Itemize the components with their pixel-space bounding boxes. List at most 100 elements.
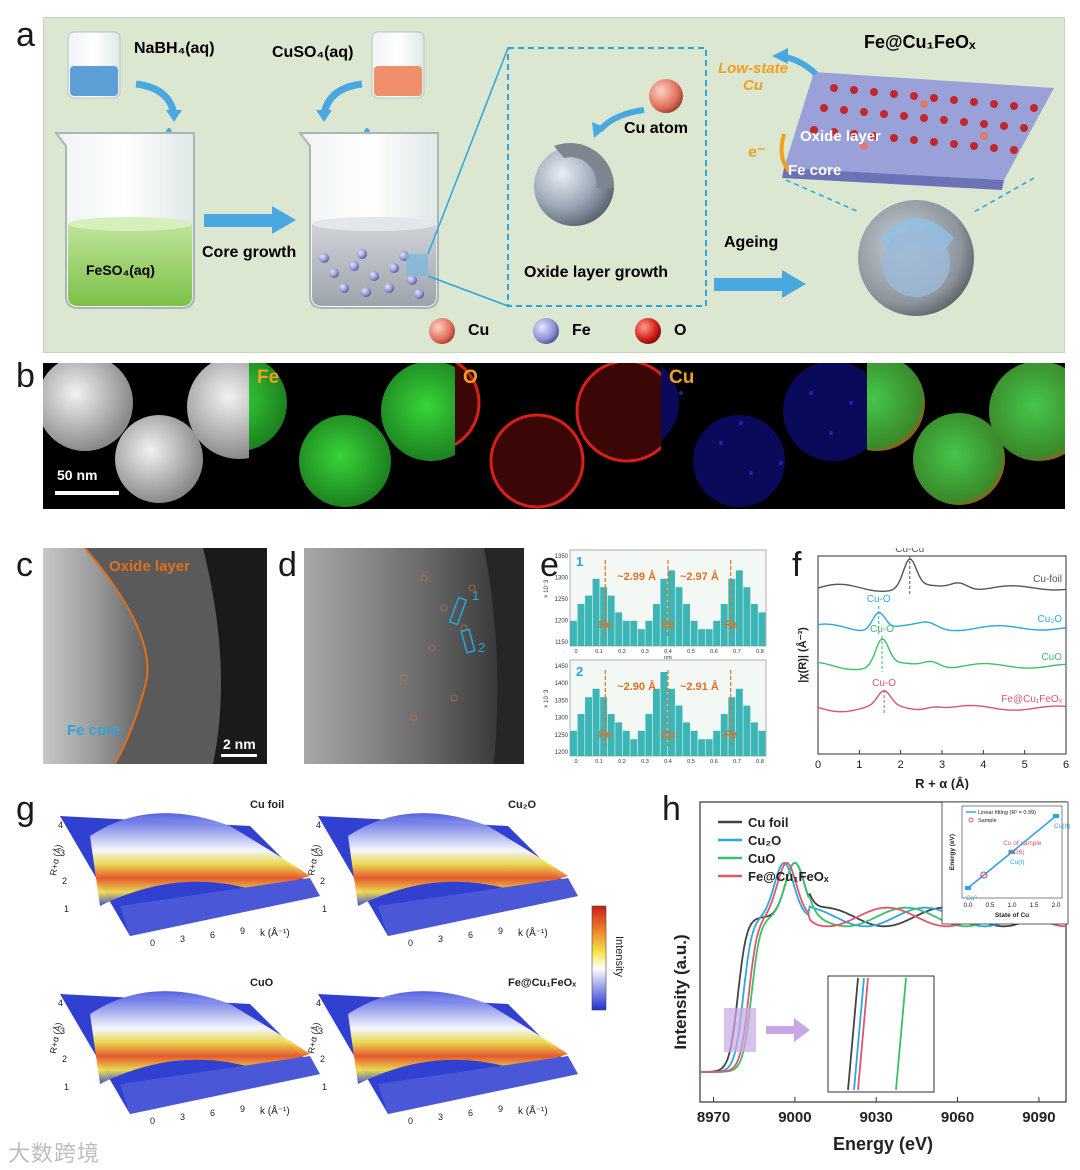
x-tick-label: 0 (815, 759, 821, 771)
series-label: Cu-foil (1033, 574, 1062, 585)
wavelet-x-tick: 3 (180, 934, 185, 944)
wavelet-x-tick: 9 (240, 926, 245, 936)
profile-bar (758, 730, 766, 756)
profile-bar (668, 688, 675, 756)
wavelet-x-tick: 3 (438, 1112, 443, 1122)
wavelet-x-tick: 9 (498, 926, 503, 936)
hrtem-image-d: 1 2 (304, 548, 524, 764)
profile-peak-label: Fe (599, 729, 612, 741)
panel-h-xanes: 8970 9000 9030 9060 9090 Energy (eV) Intensity… (662, 796, 1080, 1156)
x-tick-label: 5 (1022, 759, 1028, 771)
legend-label: Cu foil (748, 815, 788, 830)
profile-xtick: 0.6 (710, 649, 718, 655)
ft-exafs-chart: 0 1 2 3 4 5 6 R + α (Å) |χ(R)| (Å⁻³) Cu-Cu Cu-foil… (796, 548, 1069, 790)
profile-xtick: 0.2 (618, 759, 626, 764)
wavelet-x-tick: 6 (210, 1108, 215, 1118)
panel-e-line-profiles: 1350 1300 1250 1200 1150 × 10⁻3 1 ~2.99 Å ~2.97 … (540, 548, 772, 764)
wavelet-y-label: R+α (Å) (306, 844, 321, 877)
wavelet-x-label: k (Å⁻¹) (260, 926, 290, 939)
legend-cu-label: Cu (468, 322, 490, 339)
profile-bar (660, 578, 668, 646)
profile-xtick: 0.4 (664, 649, 672, 655)
profile-xtick: 0.7 (733, 649, 741, 655)
profile-distance-2: ~2.97 Å (680, 570, 719, 583)
series-label: Cu₂O (1038, 614, 1063, 625)
x-tick-label: 9060 (941, 1109, 974, 1126)
nabh4-label: NaBH₄(aq) (134, 40, 215, 57)
profile-bar (743, 705, 751, 756)
profile-bar (615, 612, 623, 646)
wavelet-y-label: R+α (Å) (48, 1022, 63, 1055)
profile-distance-1: ~2.99 Å (617, 570, 656, 583)
wavelet-surface-peak (348, 991, 568, 1084)
inset-x-tick: 1.5 (1029, 902, 1038, 909)
profile-bar (675, 705, 683, 756)
wavelet-plot-title: Fe@Cu₁FeOₓ (508, 977, 577, 989)
wavelet-y-tick: 3 (318, 848, 323, 858)
profile-bar (630, 620, 638, 646)
synthesis-illustration (53, 31, 1054, 344)
x-axis-label: R + α (Å) (915, 776, 969, 790)
profile-yunit: × 10⁻3 (544, 579, 550, 598)
profile-bar (577, 604, 585, 646)
wavelet-y-tick: 3 (60, 1026, 65, 1036)
peak-label: Cu-O (867, 594, 891, 605)
wavelet-surface-peak (348, 813, 568, 906)
profile-bar (705, 629, 713, 646)
profile-bar (698, 629, 706, 646)
profile-bar (622, 620, 630, 646)
wavelet-x-tick: 6 (468, 930, 473, 940)
wavelet-plot-title: Cu foil (250, 799, 284, 811)
profile-bar (668, 570, 675, 646)
profile-ytick: 1200 (555, 619, 569, 625)
wavelet-plot-title: Cu₂O (508, 799, 537, 811)
legend-o-label: O (674, 322, 687, 339)
series-label: Fe@Cu₁FeOₓ (1001, 694, 1062, 705)
zoom-inset-line (857, 977, 869, 1091)
wavelet-y-tick: 1 (64, 1082, 69, 1092)
profile-bar (705, 739, 713, 756)
overlay-map (867, 363, 1065, 509)
profile-peak-label: Fe (599, 619, 612, 631)
peak-label: Cu-O (872, 678, 896, 689)
profile-xtick: 0.5 (687, 649, 695, 655)
profile-bar (690, 620, 698, 646)
zoom-inset-line (895, 977, 907, 1091)
profile-xtick: 0.6 (710, 759, 718, 764)
electron-label: e⁻ (748, 144, 766, 161)
profile-bar (683, 722, 691, 756)
profile-xlabel: nm (664, 655, 672, 661)
profile-bar (592, 688, 600, 756)
profile-distance-1: ~2.90 Å (617, 680, 656, 693)
panel-f-ft-exafs: 0 1 2 3 4 5 6 R + α (Å) |χ(R)| (Å⁻³) Cu-Cu Cu-foil… (792, 548, 1080, 790)
profile-bar (675, 587, 683, 646)
profile-xtick: 0.8 (756, 649, 764, 655)
reference-label: Cu(I) (1010, 859, 1024, 866)
legend-fe-label: Fe (572, 322, 591, 339)
feso4-label: FeSO₄(aq) (86, 262, 155, 278)
inset-x-label: State of Cu (995, 912, 1029, 919)
zoom-region (724, 1008, 756, 1052)
fe-map-label: Fe (257, 367, 280, 388)
wavelet-y-tick: 1 (322, 1082, 327, 1092)
legend-fe-atom (533, 318, 559, 344)
fe-core-label: Fe core (788, 162, 842, 179)
line-profile-chart: 1350 1300 1250 1200 1150 × 10⁻3 1 ~2.99 Å ~2.97 … (544, 549, 767, 764)
x-tick-label: 9090 (1022, 1109, 1055, 1126)
wavelet-plot-title: CuO (250, 977, 274, 989)
profile-ytick: 1200 (555, 750, 569, 756)
wavelet-x-tick: 6 (468, 1108, 473, 1118)
sample-value: (0.36) (1008, 849, 1025, 856)
panel-label-d: d (278, 546, 297, 584)
profile-ytick: 1400 (555, 681, 569, 687)
series-line (817, 611, 1067, 632)
watermark: 大数跨境 (8, 1141, 101, 1166)
profile-xtick: 0.3 (641, 759, 649, 764)
inset-x-tick: 0.0 (963, 902, 972, 909)
sample-label: Cu of sample (1003, 840, 1042, 847)
panel-label-g: g (16, 790, 35, 828)
profile-xtick: 0.7 (733, 759, 741, 764)
profile-ytick: 1350 (555, 698, 569, 704)
wavelet-surface-front (378, 878, 578, 936)
profile-xtick: 0.1 (595, 759, 603, 764)
